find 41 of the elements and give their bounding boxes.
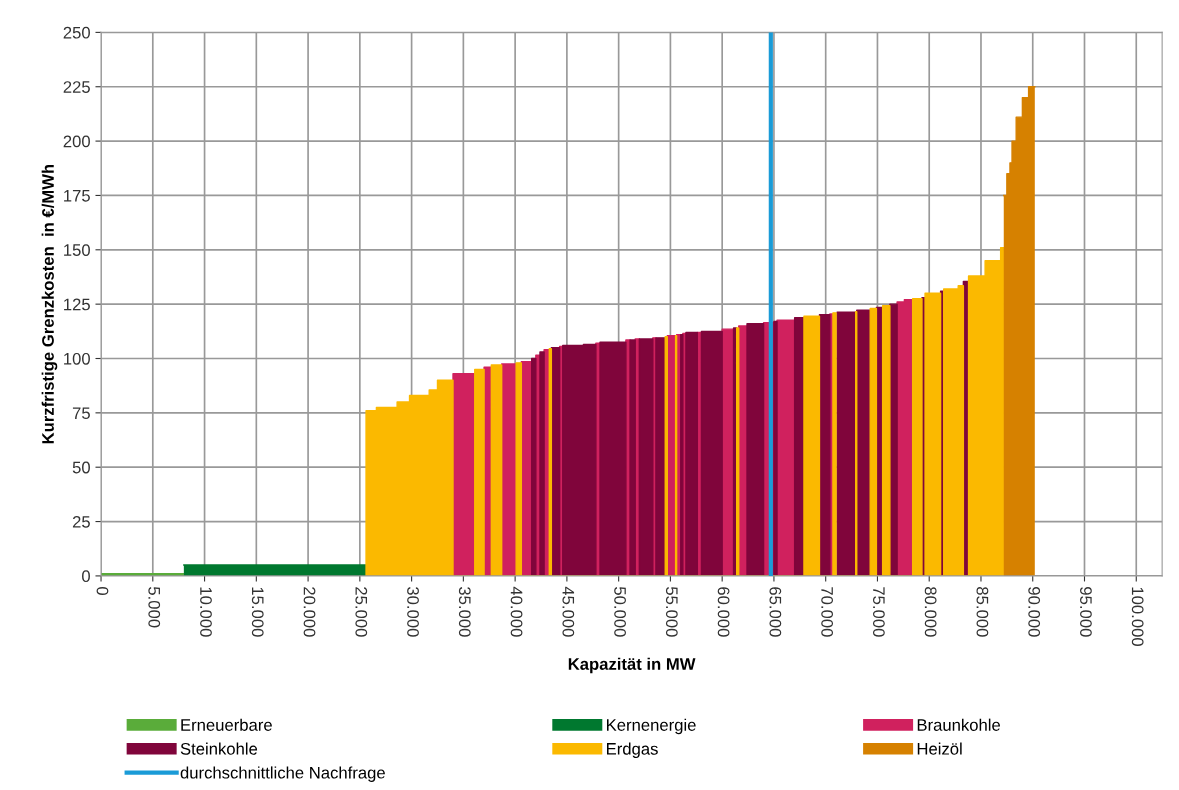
x-tick-label: 95.000 — [1080, 587, 1092, 637]
x-tick-label: 55.000 — [665, 586, 678, 637]
y-tick-label: 225 — [63, 81, 90, 93]
legend-label: Erneuerbare — [181, 718, 272, 731]
x-tick-label: 10.000 — [200, 587, 212, 637]
y-tick-label: 25 — [72, 515, 90, 528]
x-tick-label: 45.000 — [562, 586, 575, 637]
y-tick-label: 50 — [72, 461, 90, 474]
legend-label: Kernenergie — [607, 718, 696, 735]
x-tick-label: 70.000 — [821, 587, 834, 637]
x-tick-label: 85.000 — [976, 587, 989, 637]
y-tick-label: 175 — [64, 190, 90, 202]
x-tick-label: 0 — [96, 586, 109, 595]
x-tick-label: 90.000 — [1028, 587, 1041, 637]
x-tick-label: 65.000 — [769, 587, 782, 637]
x-tick-label: 35.000 — [458, 586, 471, 637]
y-axis-title: Kurzfristige Grenzkosten in €/MWh — [41, 164, 58, 444]
x-tick-label: 75.000 — [872, 587, 885, 637]
x-tick-label: 80.000 — [924, 587, 937, 637]
x-tick-label: 60.000 — [717, 587, 730, 637]
y-tick-label: 75 — [72, 407, 90, 420]
x-tick-label: 40.000 — [510, 586, 523, 637]
x-tick-label: 50.000 — [614, 586, 626, 637]
x-tick-label: 5.000 — [148, 586, 161, 628]
legend-label: Steinkohle — [180, 742, 258, 755]
y-tick-label: 125 — [64, 298, 90, 311]
x-axis-title: Kapazität in MW — [568, 657, 696, 674]
x-tick-label: 15.000 — [251, 587, 264, 637]
legend-label: Heizöl — [917, 742, 962, 755]
legend-label: Erdgas — [607, 742, 658, 759]
x-tick-label: 100.000 — [1131, 587, 1144, 646]
legend-label: Braunkohle — [917, 718, 1001, 731]
y-tick-label: 0 — [82, 570, 90, 583]
y-tick-label: 150 — [64, 244, 90, 256]
y-tick-label: 200 — [63, 135, 90, 148]
x-tick-label: 20.000 — [303, 587, 316, 637]
y-tick-label: 250 — [63, 26, 90, 39]
x-tick-label: 25.000 — [355, 587, 368, 637]
legend-label: durchschnittliche Nachfrage — [180, 766, 385, 782]
y-tick-label: 100 — [64, 352, 90, 365]
x-tick-label: 30.000 — [407, 586, 419, 637]
